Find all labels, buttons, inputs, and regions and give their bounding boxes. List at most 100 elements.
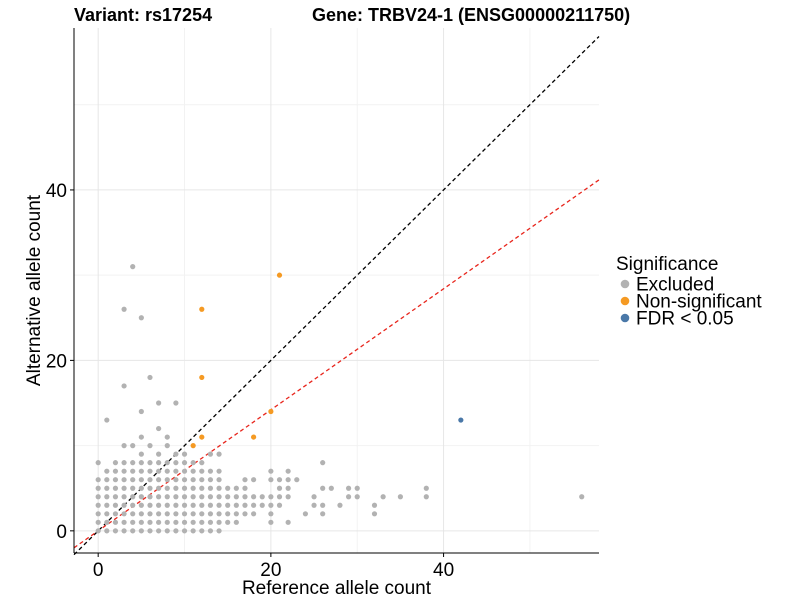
point-excluded [251,477,257,483]
point-excluded [225,502,231,508]
point-excluded [242,511,248,517]
point-excluded [121,477,127,483]
point-excluded [147,485,153,491]
point-excluded [190,519,196,525]
point-excluded [371,511,378,517]
point-excluded [173,400,179,406]
point-excluded [216,494,222,500]
point-excluded [268,519,274,525]
point-excluded [207,502,214,508]
point-excluded [112,519,119,525]
point-excluded [181,511,188,517]
point-excluded [337,502,343,508]
point-non-significant [199,374,205,381]
point-excluded [251,494,257,500]
point-excluded [181,468,188,474]
point-excluded [285,519,291,525]
point-excluded [268,477,274,483]
point-excluded [156,519,162,525]
point-excluded [121,528,127,534]
point-excluded [173,528,179,534]
point-excluded [173,494,179,500]
point-excluded [173,485,179,491]
point-excluded [579,494,585,500]
point-excluded [147,374,153,381]
point-excluded [216,485,222,491]
point-excluded [147,502,153,508]
point-excluded [138,511,144,517]
point-excluded [259,494,265,500]
point-excluded [190,511,196,517]
point-excluded [138,519,144,525]
point-excluded [181,460,188,466]
point-excluded [138,528,144,534]
point-excluded [259,502,265,508]
point-excluded [121,502,127,508]
point-excluded [181,494,188,500]
legend-label-1: Excluded [636,275,714,296]
reference-lines [73,36,600,556]
point-excluded [104,468,110,474]
x-tick-label: 0 [93,560,104,581]
point-excluded [207,477,214,483]
point-excluded [147,443,153,449]
x-tick-label: 40 [433,560,454,581]
point-excluded [207,494,214,500]
point-excluded [138,460,144,466]
point-excluded [285,468,291,474]
point-excluded [138,477,144,483]
point-excluded [130,494,136,500]
point-excluded [173,502,179,508]
point-excluded [320,485,326,491]
point-excluded [199,528,205,534]
point-fdr-0-05 [458,417,464,423]
point-excluded [354,494,360,500]
point-non-significant [251,434,257,440]
point-excluded [285,485,291,491]
point-excluded [216,477,222,483]
point-excluded [95,519,101,525]
point-excluded [423,494,429,500]
point-excluded [130,528,136,534]
point-excluded [156,494,162,500]
reference-line-2 [73,179,600,549]
y-tick-label: 40 [46,181,67,202]
point-excluded [104,477,110,483]
point-excluded [285,494,291,500]
point-excluded [225,511,231,517]
point-excluded [147,528,153,534]
point-excluded [320,460,326,466]
point-excluded [276,477,283,483]
point-excluded [233,494,239,500]
point-excluded [328,485,334,491]
point-excluded [216,519,222,525]
point-excluded [121,443,127,449]
point-excluded [251,502,257,508]
point-excluded [345,494,352,500]
point-excluded [199,460,205,466]
point-excluded [104,528,110,534]
point-excluded [216,528,222,534]
point-excluded [130,468,136,474]
point-excluded [190,502,196,508]
point-excluded [121,519,127,525]
point-excluded [190,528,196,534]
point-excluded [294,477,300,483]
legend-label-3: FDR < 0.05 [636,309,734,330]
point-excluded [276,502,283,508]
point-excluded [233,519,239,525]
point-excluded [164,460,170,466]
point-excluded [130,443,136,449]
point-excluded [138,434,144,440]
point-excluded [156,460,162,466]
point-excluded [121,494,127,500]
point-excluded [147,519,153,525]
point-excluded [199,477,205,483]
point-excluded [164,434,170,440]
legend: Significance ExcludedNon-significantFDR … [616,254,762,330]
point-non-significant [276,272,283,278]
point-excluded [216,502,222,508]
y-axis-title: Alternative allele count [24,194,45,386]
point-excluded [112,460,119,466]
